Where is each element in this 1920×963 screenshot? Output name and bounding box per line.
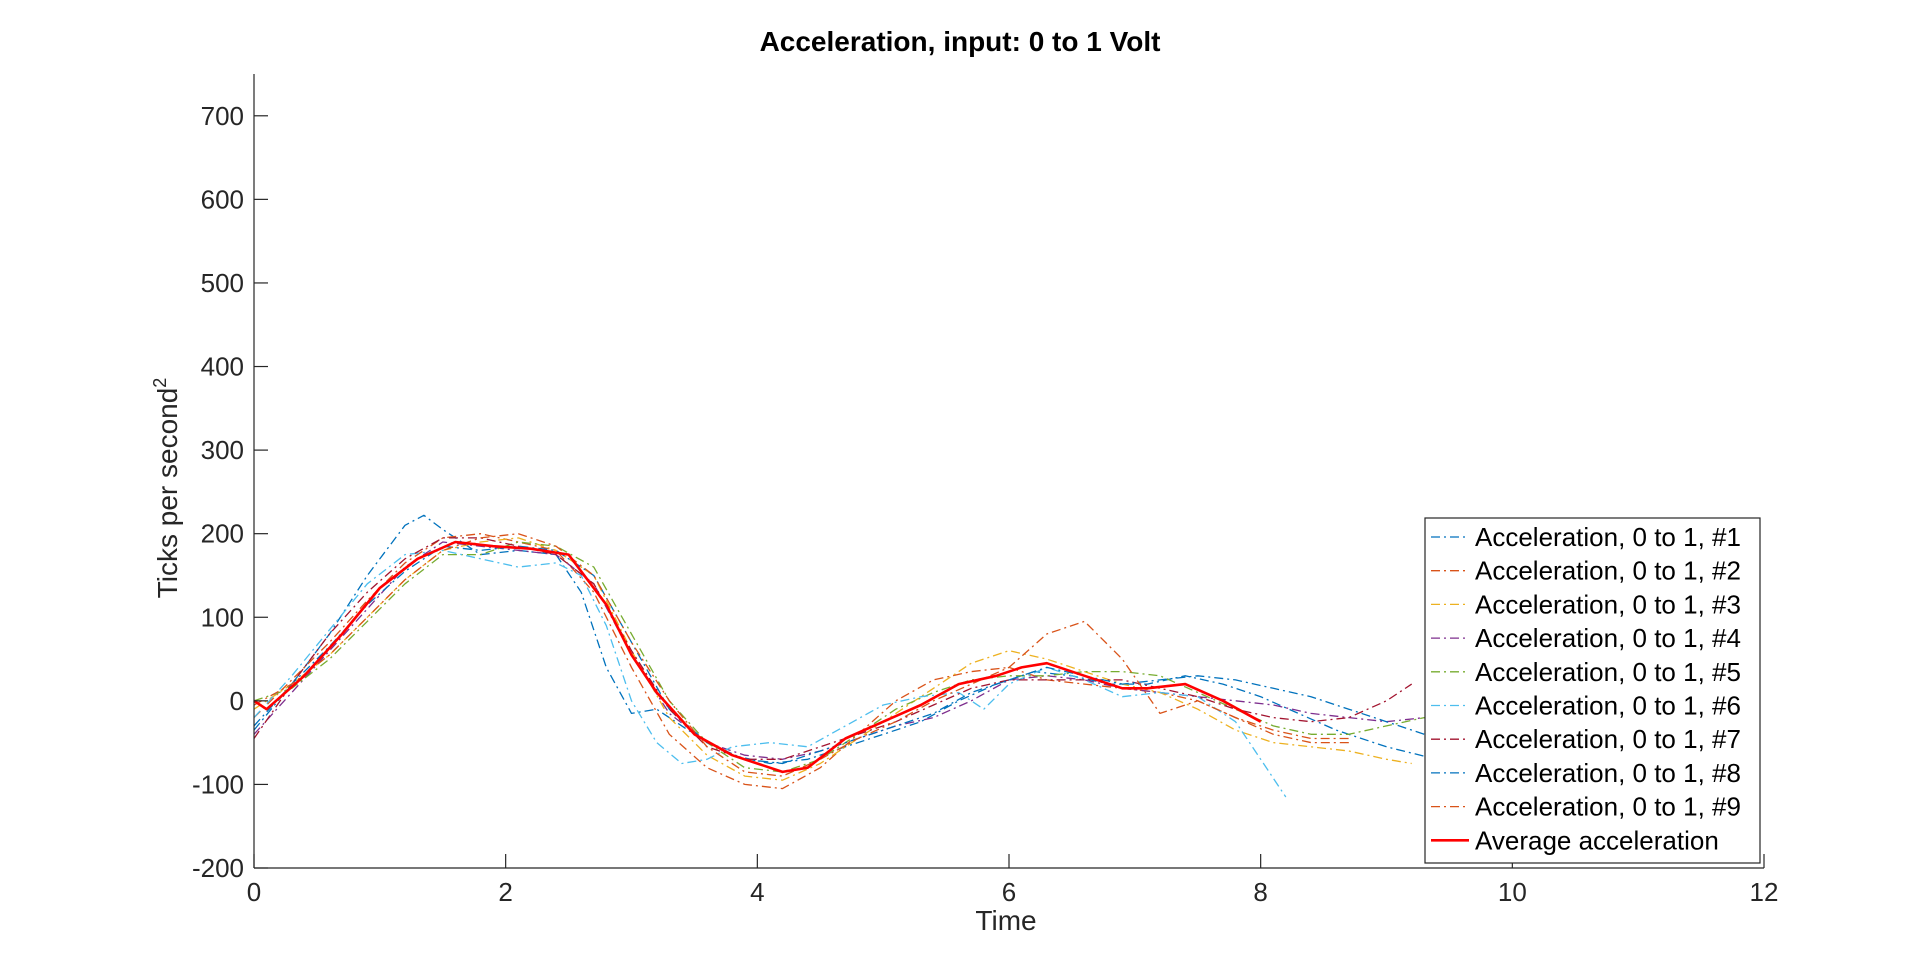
series-layer xyxy=(253,514,1538,798)
legend-entry-label: Acceleration, 0 to 1, #2 xyxy=(1475,556,1741,586)
x-tick-label: 0 xyxy=(247,877,261,907)
legend-box xyxy=(1424,517,1761,864)
y-tick-label: 100 xyxy=(201,602,244,632)
y-tick-label: -200 xyxy=(192,853,244,883)
series-line-3 xyxy=(253,537,1412,781)
series-line-2 xyxy=(253,533,1349,790)
x-tick-label: 10 xyxy=(1498,877,1527,907)
plot-area: 0 2 4 6 8 10 12 -200 -100 0 100 200 300 400 500 600 700 xyxy=(192,74,1779,907)
series-line-7 xyxy=(253,537,1413,760)
y-tick-label: 500 xyxy=(201,268,244,298)
y-tick-label: 600 xyxy=(201,184,244,214)
ticks-layer: 0 2 4 6 8 10 12 -200 -100 0 100 200 300 400 500 600 700 xyxy=(192,101,1779,907)
legend-entry-label: Acceleration, 0 to 1, #5 xyxy=(1475,657,1741,687)
series-line-4 xyxy=(253,541,1500,760)
legend-entry-label: Acceleration, 0 to 1, #1 xyxy=(1475,522,1741,552)
series-line-8 xyxy=(253,545,1425,765)
x-tick-label: 8 xyxy=(1253,877,1267,907)
y-tick-label: 300 xyxy=(201,435,244,465)
series-line-1 xyxy=(253,514,1538,781)
y-axis-label-text: Ticks per second xyxy=(152,388,183,599)
x-tick-label: 4 xyxy=(750,877,764,907)
y-tick-label: -100 xyxy=(192,769,244,799)
x-tick-label: 2 xyxy=(498,877,512,907)
chart-title: Acceleration, input: 0 to 1 Volt xyxy=(760,26,1161,57)
x-axis-label: Time xyxy=(975,905,1036,936)
legend-entry-label: Acceleration, 0 to 1, #9 xyxy=(1475,792,1741,822)
legend-entry-label: Acceleration, 0 to 1, #6 xyxy=(1475,691,1741,721)
x-tick-label: 12 xyxy=(1750,877,1779,907)
legend-entry-label: Average acceleration xyxy=(1475,825,1719,855)
series-line-6 xyxy=(253,549,1287,798)
series-line-9 xyxy=(253,533,1349,777)
legend-entry-label: Acceleration, 0 to 1, #3 xyxy=(1475,589,1741,619)
series-line-5 xyxy=(253,541,1463,773)
y-axis-label: Ticks per second2 xyxy=(150,378,183,599)
y-tick-label: 0 xyxy=(230,686,244,716)
legend: Acceleration, 0 to 1, #1 Acceleration, 0 … xyxy=(1424,517,1761,864)
y-tick-label: 200 xyxy=(201,519,244,549)
x-tick-label: 6 xyxy=(1002,877,1016,907)
legend-entry-label: Acceleration, 0 to 1, #4 xyxy=(1475,623,1741,653)
y-axis-label-superscript: 2 xyxy=(150,378,170,388)
series-line-average xyxy=(253,540,1262,774)
y-tick-label: 400 xyxy=(201,352,244,382)
legend-entry-label: Acceleration, 0 to 1, #8 xyxy=(1475,758,1741,788)
y-tick-label: 700 xyxy=(201,101,244,131)
legend-entry-label: Acceleration, 0 to 1, #7 xyxy=(1475,724,1741,754)
